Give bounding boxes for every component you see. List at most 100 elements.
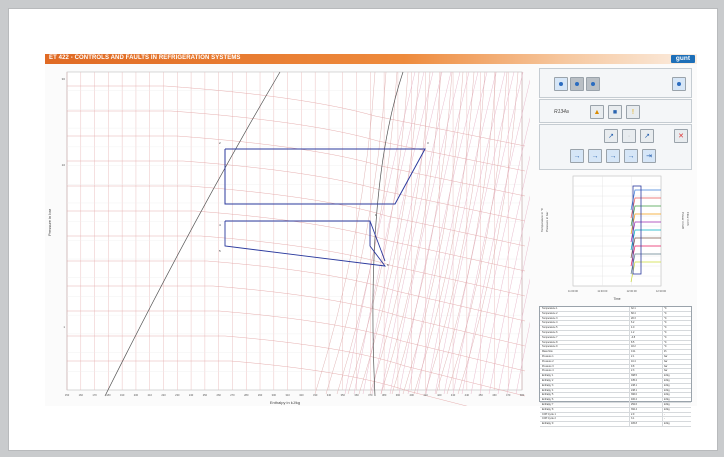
table-cell: 18.2 <box>629 345 662 350</box>
view-button-1[interactable] <box>554 77 568 91</box>
table-cell: Enthalpy 9 <box>542 422 554 426</box>
table-row: Temperature 8 8.5 °C <box>540 340 691 346</box>
table-row: Mass flow 0.11 l/h <box>540 350 691 355</box>
valve-button-3[interactable]: ↗ <box>640 129 654 143</box>
component-button-1[interactable]: ▲ <box>590 105 604 119</box>
x-tick-label: 380 <box>382 393 387 397</box>
table-cell: kJ/kg <box>661 422 691 426</box>
x-tick-label: 270 <box>230 393 235 397</box>
table-row: Temperature 7 -3.8 °C <box>540 335 691 341</box>
table-cell: Enthalpy 7 <box>542 402 554 406</box>
x-tick-label: 150 <box>65 393 70 397</box>
view-button-2[interactable] <box>570 77 584 91</box>
isotherm-line <box>67 310 526 372</box>
table-cell: °C <box>661 326 691 330</box>
isochor-line <box>457 71 519 395</box>
alarm-button[interactable]: ✕ <box>674 129 688 143</box>
table-row: COP Cycle 1 2.9- <box>540 412 691 418</box>
trend-right-axis-label: Flow in l/h <box>686 212 690 226</box>
valve-button-2[interactable]: · <box>622 129 636 143</box>
table-cell: 28.3 <box>629 316 662 321</box>
x-tick-label: 190 <box>120 393 125 397</box>
table-cell: 32.1 <box>629 307 662 311</box>
isentrope-line <box>506 277 530 395</box>
diagram-plot-area <box>66 71 523 391</box>
table-cell: 252.6 <box>629 402 662 407</box>
y-tick-label: 1 <box>63 325 65 329</box>
arrow-button-5[interactable]: ⇥ <box>642 149 656 163</box>
table-row: Enthalpy 4 248.1 kJ/kg <box>540 388 691 394</box>
isochor-line <box>446 71 508 395</box>
table-cell: 10.4 <box>629 359 662 364</box>
state-point-label: 3 <box>427 141 429 145</box>
table-row: Enthalpy 1 398.5 kJ/kg <box>540 374 691 379</box>
circle-icon <box>559 82 563 86</box>
valve-button-1[interactable]: ↗ <box>604 129 618 143</box>
table-cell: kJ/kg <box>661 398 691 402</box>
table-cell: °C <box>661 311 691 316</box>
table-row: Pressure 1 2.1 bar <box>540 354 691 360</box>
isentrope-line <box>470 116 530 395</box>
table-cell: bar <box>661 354 691 359</box>
component-button-3[interactable]: ! <box>626 105 640 119</box>
trend-plot-area <box>572 175 662 287</box>
trend-left-axis2-label: Pressure in bar <box>545 212 549 232</box>
x-tick-label: 440 <box>465 393 470 397</box>
table-cell: 1.2 <box>629 330 662 335</box>
log-ph-diagram[interactable]: 150 160 170 180 190 200 210 220 230 240 250 260 270 2… <box>45 66 530 406</box>
table-cell: °C <box>661 321 691 326</box>
trend-left-axis-label: Temperature in °C <box>540 207 544 232</box>
view-button-3[interactable] <box>586 77 600 91</box>
app-title: ET 422 - CONTROLS AND FAULTS IN REFRIGER… <box>49 55 241 61</box>
x-tick-label: 310 <box>285 393 290 397</box>
table-cell: COP Cycle 1 <box>542 412 556 416</box>
isochor-line <box>325 71 387 395</box>
table-cell: COP Cycle 2 <box>542 417 556 421</box>
isochor-line <box>336 71 398 395</box>
x-axis-label: Enthalpy in kJ/kg <box>270 400 300 405</box>
compression-line <box>369 220 386 262</box>
state-point-label: 4 <box>219 223 221 227</box>
table-cell: kJ/kg <box>661 383 691 388</box>
table-cell: 435.2 <box>629 378 662 383</box>
trend-series-line <box>630 221 661 243</box>
arrow-button-1[interactable]: → <box>570 149 584 163</box>
arrow-button-3[interactable]: → <box>606 149 620 163</box>
arrow-button-2[interactable]: → <box>588 149 602 163</box>
component-button-2[interactable]: ■ <box>608 105 622 119</box>
x-tick-label: 480 <box>520 393 525 397</box>
trend-series-line <box>630 213 661 235</box>
refrigeration-cycle <box>224 148 426 267</box>
table-row: Temperature 1 32.1 °C <box>540 307 691 312</box>
y-tick-label: 30 <box>62 77 66 81</box>
table-cell: 248.1 <box>629 388 662 393</box>
table-cell: Temperature 5 <box>542 326 558 330</box>
isentrope-line <box>461 79 530 395</box>
x-tick-label: 350 <box>341 393 346 397</box>
isotherm-line <box>67 110 526 172</box>
isochor-line <box>435 71 497 395</box>
window-frame: ET 422 - CONTROLS AND FAULTS IN REFRIGER… <box>8 8 718 451</box>
table-cell: Temperature 6 <box>542 330 558 334</box>
measurement-table: Temperature 1 32.1 °C Temperature 2 68.4 °C Te… <box>539 306 692 427</box>
arrow-button-4[interactable]: → <box>624 149 638 163</box>
table-cell: Temperature 1 <box>542 307 558 310</box>
table-cell: Enthalpy 2 <box>542 378 554 382</box>
x-tick-label: 210 <box>148 393 153 397</box>
table-row: Enthalpy 3 248.1 kJ/kg <box>540 383 691 389</box>
application-window: ET 422 - CONTROLS AND FAULTS IN REFRIGER… <box>45 54 697 427</box>
x-tick-label: 420 <box>437 393 442 397</box>
table-cell: Temperature 8 <box>542 340 558 344</box>
isentrope-line <box>407 71 479 395</box>
gunt-logo: gunt <box>670 55 695 63</box>
x-tick-label: 340 <box>327 393 332 397</box>
table-row: Temperature 6 1.2 °C <box>540 330 691 336</box>
table-cell: 2.9 <box>629 412 662 417</box>
x-tick-label: 240 <box>189 393 194 397</box>
trend-cursor[interactable] <box>632 185 642 275</box>
isentrope-line <box>515 321 530 395</box>
table-cell: 0.11 <box>629 350 662 354</box>
table-cell: 9.8 <box>629 364 662 369</box>
table-cell: Temperature 2 <box>542 311 558 315</box>
settings-button[interactable] <box>672 77 686 91</box>
